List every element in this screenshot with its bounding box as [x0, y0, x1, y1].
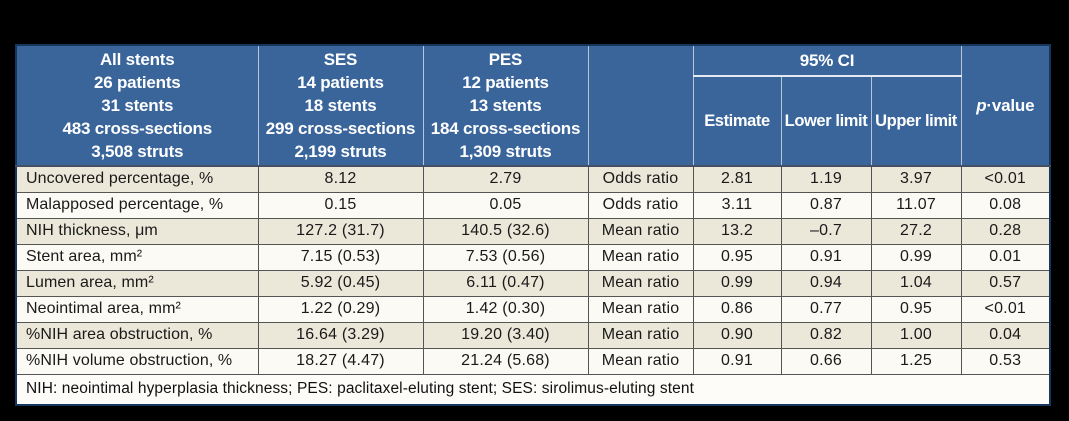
row-label-cell: Lumen area, mm² — [15, 269, 259, 297]
estimate-cell: 0.95 — [692, 243, 782, 271]
estimate-cell: 2.81 — [692, 165, 782, 193]
column-header-pes: PES 12 patients 13 stents 184 cross-sect… — [422, 44, 589, 167]
header-row-top: All stents 26 patients 31 stents 483 cro… — [15, 44, 1051, 167]
p-value-cell: 0.57 — [960, 269, 1051, 297]
upper-limit-cell: 1.04 — [870, 269, 962, 297]
upper-limit-cell: 1.00 — [870, 321, 962, 349]
column-header-lower-limit: Lower limit — [780, 75, 872, 167]
p-value-cell: 0.08 — [960, 191, 1051, 219]
estimate-cell: 0.99 — [692, 269, 782, 297]
lower-limit-cell: 0.94 — [780, 269, 872, 297]
footnote-row: NIH: neointimal hyperplasia thickness; P… — [16, 373, 1051, 405]
estimate-cell: 3.11 — [692, 191, 782, 219]
lower-limit-cell: 0.91 — [780, 243, 872, 271]
ses-value-cell: 18.27 (4.47) — [257, 347, 424, 375]
row-label-cell: NIH thickness, μm — [15, 217, 259, 245]
column-header-ratio-type-blank — [587, 44, 694, 167]
ratio-type-cell: Mean ratio — [587, 295, 694, 323]
pes-value-cell: 6.11 (0.47) — [422, 269, 589, 297]
row-label-cell: Uncovered percentage, % — [15, 165, 259, 193]
table-row: NIH thickness, μm 127.2 (31.7) 140.5 (32.6… — [15, 217, 1051, 245]
table-footnote: NIH: neointimal hyperplasia thickness; P… — [16, 373, 1051, 405]
table-header: All stents 26 patients 31 stents 483 cro… — [15, 44, 1051, 167]
upper-limit-cell: 1.25 — [870, 347, 962, 375]
table-row: Uncovered percentage, % 8.12 2.79 Odds rati… — [15, 165, 1051, 193]
column-header-95ci-group: 95% CI — [692, 44, 962, 78]
lower-limit-cell: 0.66 — [780, 347, 872, 375]
upper-limit-cell: 0.99 — [870, 243, 962, 271]
upper-limit-cell: 27.2 — [870, 217, 962, 245]
ses-value-cell: 8.12 — [257, 165, 424, 193]
p-value-cell: 0.53 — [960, 347, 1051, 375]
ratio-type-cell: Mean ratio — [587, 217, 694, 245]
pes-value-cell: 0.05 — [422, 191, 589, 219]
row-label-cell: Neointimal area, mm² — [15, 295, 259, 323]
table-row: Stent area, mm² 7.15 (0.53) 7.53 (0.56) Mea… — [15, 243, 1051, 271]
pes-value-cell: 7.53 (0.56) — [422, 243, 589, 271]
estimate-cell: 0.86 — [692, 295, 782, 323]
lower-limit-cell: 0.82 — [780, 321, 872, 349]
table-row: Malapposed percentage, % 0.15 0.05 Odds rat… — [15, 191, 1051, 219]
pes-value-cell: 140.5 (32.6) — [422, 217, 589, 245]
ratio-type-cell: Odds ratio — [587, 165, 694, 193]
ratio-type-cell: Odds ratio — [587, 191, 694, 219]
lower-limit-cell: 0.77 — [780, 295, 872, 323]
row-label-cell: Malapposed percentage, % — [15, 191, 259, 219]
lower-limit-cell: –0.7 — [780, 217, 872, 245]
table-row: Lumen area, mm² 5.92 (0.45) 6.11 (0.47) Mea… — [15, 269, 1051, 297]
ratio-type-cell: Mean ratio — [587, 243, 694, 271]
pes-value-cell: 1.42 (0.30) — [422, 295, 589, 323]
header-row-sub: Estimate Lower limit Upper limit — [16, 75, 1050, 167]
ses-value-cell: 7.15 (0.53) — [257, 243, 424, 271]
p-value-cell: 0.04 — [960, 321, 1051, 349]
lower-limit-cell: 1.19 — [780, 165, 872, 193]
column-header-all-stents: All stents 26 patients 31 stents 483 cro… — [15, 44, 259, 167]
column-header-p-value: p·value — [960, 44, 1051, 167]
column-header-estimate: Estimate — [692, 75, 782, 167]
ratio-type-cell: Mean ratio — [587, 347, 694, 375]
stent-comparison-table: All stents 26 patients 31 stents 483 cro… — [15, 44, 1052, 406]
estimate-cell: 0.90 — [692, 321, 782, 349]
p-value-suffix: ·value — [986, 96, 1035, 115]
p-value-italic-p: p — [976, 96, 987, 115]
upper-limit-cell: 0.95 — [870, 295, 962, 323]
p-value-cell: 0.28 — [960, 217, 1051, 245]
table-row: %NIH volume obstruction, % 18.27 (4.47) 21… — [15, 347, 1051, 375]
column-header-ses: SES 14 patients 18 stents 299 cross-sect… — [257, 44, 424, 167]
pes-value-cell: 2.79 — [422, 165, 589, 193]
ses-value-cell: 0.15 — [257, 191, 424, 219]
p-value-cell: <0.01 — [960, 165, 1051, 193]
estimate-cell: 0.91 — [692, 347, 782, 375]
pes-value-cell: 21.24 (5.68) — [422, 347, 589, 375]
ratio-type-cell: Mean ratio — [587, 269, 694, 297]
table-row: Neointimal area, mm² 1.22 (0.29) 1.42 (0.3… — [15, 295, 1051, 323]
row-label-cell: %NIH volume obstruction, % — [15, 347, 259, 375]
p-value-cell: 0.01 — [960, 243, 1051, 271]
row-label-cell: Stent area, mm² — [15, 243, 259, 271]
column-header-upper-limit: Upper limit — [870, 75, 962, 167]
ses-value-cell: 5.92 (0.45) — [257, 269, 424, 297]
table-row: %NIH area obstruction, % 16.64 (3.29) 19.2… — [15, 321, 1051, 349]
row-label-cell: %NIH area obstruction, % — [15, 321, 259, 349]
ses-value-cell: 16.64 (3.29) — [257, 321, 424, 349]
pes-value-cell: 19.20 (3.40) — [422, 321, 589, 349]
p-value-cell: <0.01 — [960, 295, 1051, 323]
ses-value-cell: 127.2 (31.7) — [257, 217, 424, 245]
table-body: Uncovered percentage, % 8.12 2.79 Odds rati… — [15, 165, 1051, 375]
lower-limit-cell: 0.87 — [780, 191, 872, 219]
ses-value-cell: 1.22 (0.29) — [257, 295, 424, 323]
estimate-cell: 13.2 — [692, 217, 782, 245]
ratio-type-cell: Mean ratio — [587, 321, 694, 349]
table-footer: NIH: neointimal hyperplasia thickness; P… — [16, 373, 1051, 405]
upper-limit-cell: 3.97 — [870, 165, 962, 193]
upper-limit-cell: 11.07 — [870, 191, 962, 219]
